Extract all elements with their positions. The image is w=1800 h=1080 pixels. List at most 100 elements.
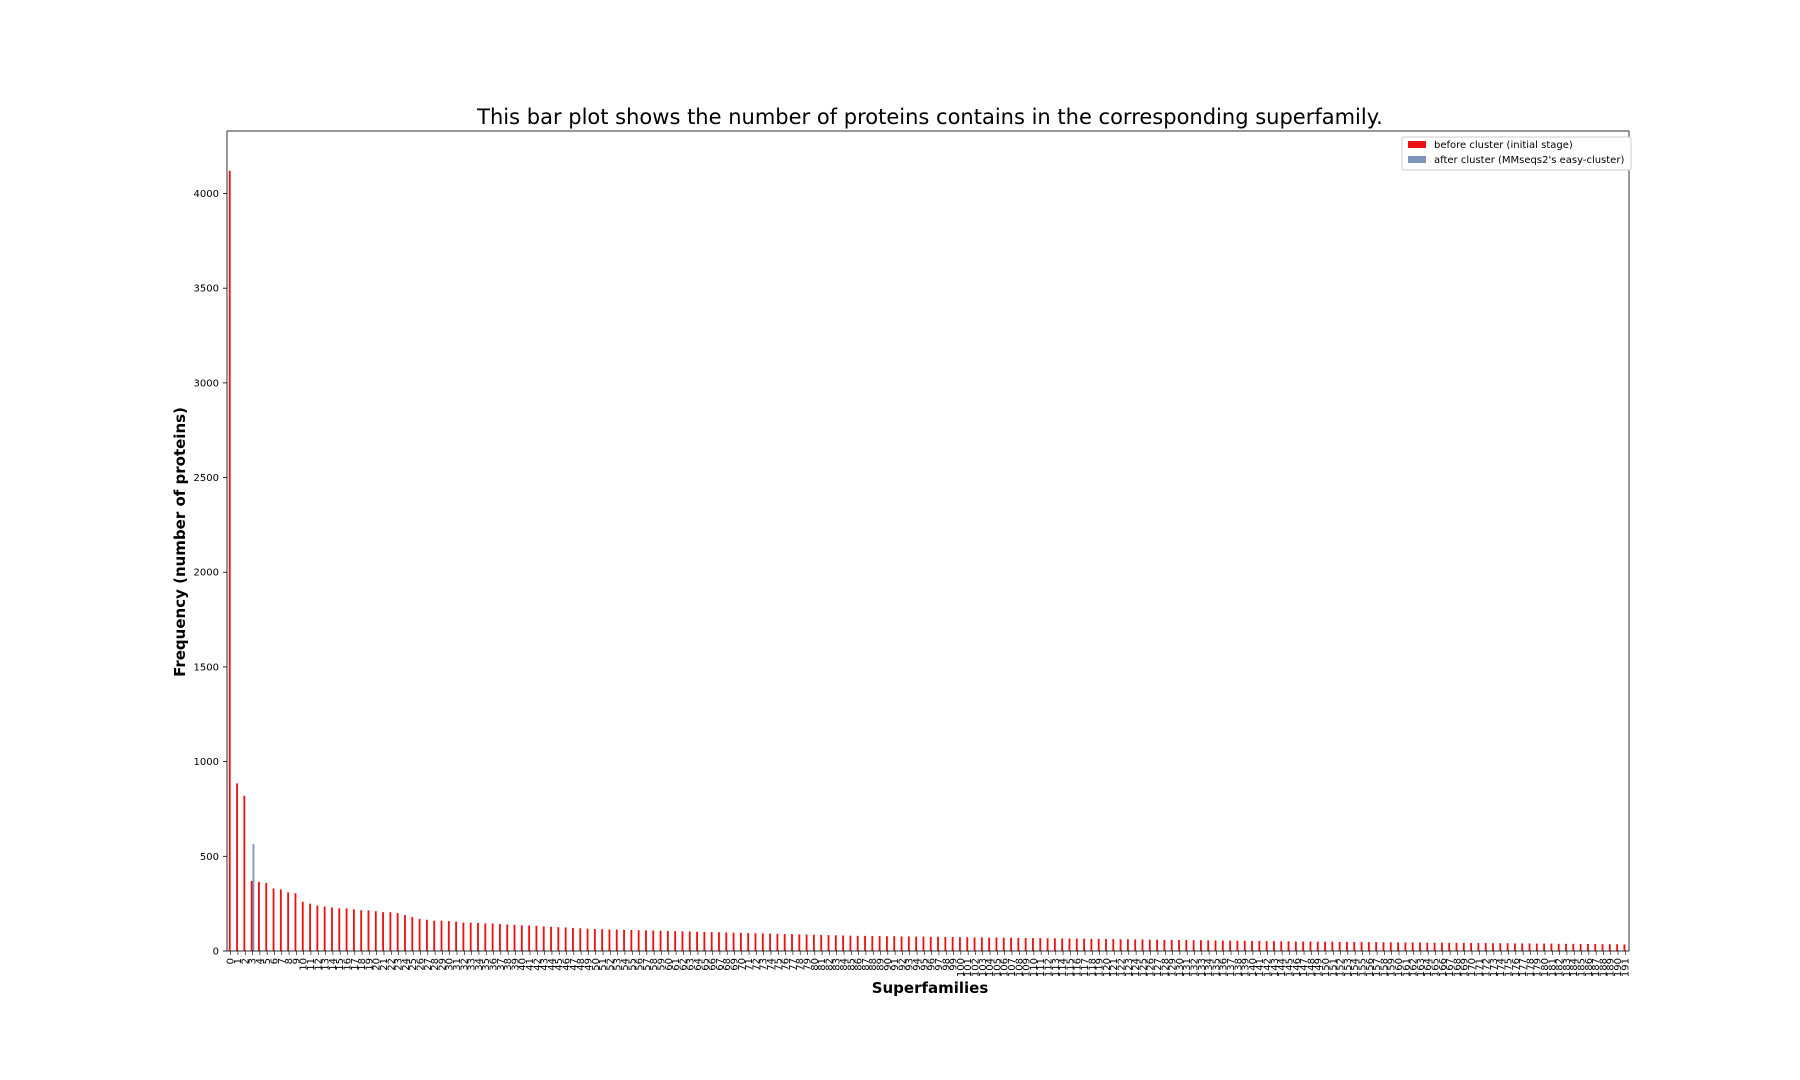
- bar-before: [1375, 942, 1378, 951]
- bar-before: [805, 934, 808, 951]
- x-tick-label: 35: [481, 958, 492, 971]
- x-tick-label: 24: [401, 958, 412, 971]
- bar-before: [798, 934, 801, 951]
- bar-before: [1404, 942, 1407, 951]
- x-tick-label: 87: [861, 958, 872, 971]
- bar-before: [1046, 938, 1049, 951]
- bar-before: [1302, 941, 1305, 951]
- bar-before: [1185, 940, 1188, 951]
- bar-before: [944, 936, 947, 951]
- bar-before: [404, 915, 406, 951]
- x-tick-label: 100: [956, 958, 967, 977]
- y-tick-label: 3000: [194, 378, 219, 389]
- x-tick-label: 186: [1584, 958, 1595, 977]
- x-tick-label: 174: [1496, 958, 1507, 977]
- bar-before: [1616, 944, 1619, 951]
- bar-before: [1097, 938, 1100, 951]
- x-tick-label: 157: [1372, 958, 1383, 977]
- x-tick-label: 145: [1284, 958, 1295, 977]
- x-tick-label: 62: [678, 958, 689, 971]
- x-tick-label: 28: [430, 958, 441, 971]
- bar-before: [688, 931, 691, 951]
- x-tick-label: 4: [255, 958, 266, 964]
- bar-before: [893, 936, 896, 951]
- bar-before: [572, 927, 574, 951]
- x-tick-label: 164: [1423, 958, 1434, 977]
- x-tick-label: 85: [846, 958, 857, 971]
- x-tick-label: 55: [627, 958, 638, 971]
- x-tick-label: 150: [1321, 958, 1332, 977]
- x-tick-label: 94: [912, 958, 923, 971]
- bar-before: [258, 881, 260, 951]
- x-tick-label: 16: [342, 958, 353, 971]
- bar-before: [1236, 940, 1239, 951]
- bar-before: [1462, 942, 1465, 951]
- bar-before: [579, 928, 582, 951]
- x-tick-label: 118: [1087, 958, 1098, 977]
- x-tick-label: 111: [1036, 958, 1047, 977]
- x-tick-label: 40: [518, 958, 529, 971]
- x-tick-label: 37: [496, 958, 507, 971]
- bar-before: [791, 934, 793, 951]
- x-tick-label: 7: [277, 958, 288, 964]
- x-tick-label: 57: [642, 958, 653, 971]
- bar-before: [294, 893, 297, 951]
- x-tick-label: 130: [1175, 958, 1186, 977]
- bar-before: [1324, 941, 1326, 951]
- bar-before: [659, 930, 662, 951]
- bar-before: [550, 926, 552, 951]
- y-tick-label: 500: [200, 852, 219, 863]
- x-tick-label: 77: [788, 958, 799, 971]
- bar-before: [374, 911, 377, 951]
- bar-before: [440, 920, 443, 951]
- x-tick-label: 30: [445, 958, 456, 971]
- bar-before: [455, 921, 458, 951]
- bar-before: [937, 936, 939, 951]
- bar-before: [761, 933, 764, 951]
- x-tick-label: 53: [613, 958, 624, 971]
- bar-before: [1528, 943, 1531, 951]
- bar-before: [1192, 940, 1195, 951]
- bar-before: [1316, 941, 1319, 951]
- x-tick-label: 178: [1525, 958, 1536, 977]
- x-tick-label: 81: [817, 958, 828, 971]
- x-tick-label: 106: [1000, 958, 1011, 977]
- bar-before: [922, 936, 925, 951]
- x-tick-label: 66: [708, 958, 719, 971]
- x-tick-label: 83: [832, 958, 843, 971]
- x-tick-label: 146: [1292, 958, 1303, 977]
- legend-label-after: after cluster (MMseqs2's easy-cluster): [1434, 155, 1624, 166]
- bar-before: [1477, 943, 1480, 951]
- bar-before: [1565, 943, 1567, 951]
- x-tick-label: 78: [795, 958, 806, 971]
- x-tick-label: 142: [1263, 958, 1274, 977]
- x-tick-label: 15: [335, 958, 346, 971]
- x-tick-label: 93: [905, 958, 916, 971]
- chart-title: This bar plot shows the number of protei…: [476, 105, 1383, 129]
- x-tick-label: 38: [503, 958, 514, 971]
- x-tick-label: 48: [576, 958, 587, 971]
- x-tick-label: 80: [810, 958, 821, 971]
- bar-before: [323, 906, 326, 951]
- x-tick-label: 119: [1095, 958, 1106, 977]
- x-tick-label: 39: [510, 958, 521, 971]
- bar-before: [1594, 943, 1597, 951]
- x-tick-label: 79: [803, 958, 814, 971]
- x-tick-label: 181: [1547, 958, 1558, 977]
- bar-before: [973, 937, 976, 951]
- x-tick-label: 98: [941, 958, 952, 971]
- x-tick-label: 136: [1219, 958, 1230, 977]
- bar-before: [1119, 939, 1122, 951]
- bar-before: [236, 783, 238, 951]
- x-tick-label: 153: [1343, 958, 1354, 977]
- x-tick-label: 112: [1043, 958, 1054, 977]
- x-tick-label: 32: [459, 958, 470, 971]
- bar-before: [1024, 937, 1027, 951]
- bar-before: [469, 922, 472, 951]
- y-tick-label: 1500: [194, 662, 219, 673]
- x-tick-label: 141: [1255, 958, 1266, 977]
- x-tick-label: 20: [372, 958, 383, 971]
- x-tick-label: 135: [1211, 958, 1222, 977]
- bar-before: [389, 912, 392, 951]
- bar-before: [776, 933, 779, 951]
